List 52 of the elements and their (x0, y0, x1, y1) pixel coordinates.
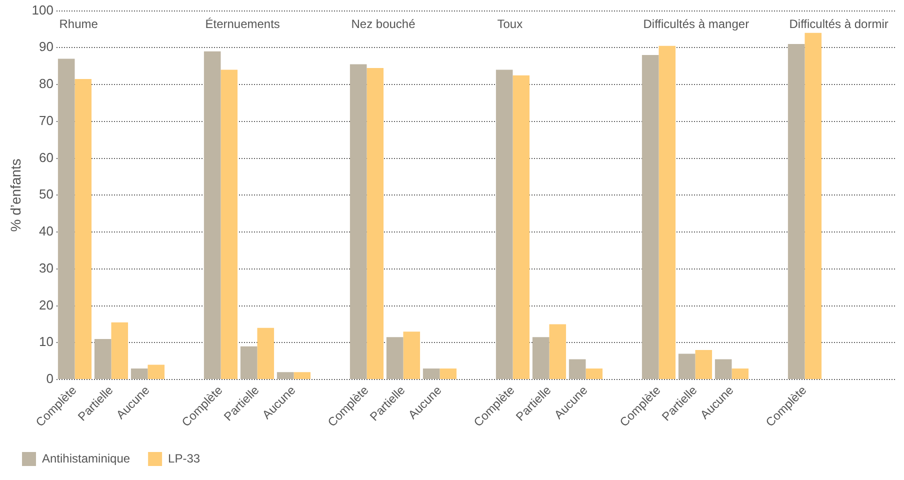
bar (350, 64, 367, 380)
bar (788, 44, 805, 380)
bar (714, 359, 732, 380)
y-tick-label: 50 (39, 186, 54, 202)
bar (512, 75, 530, 380)
annotation: Difficultés à manger (643, 17, 750, 32)
y-tick-label: 100 (32, 2, 54, 18)
bar (58, 58, 75, 380)
y-tick-label: 10 (39, 334, 54, 350)
bar (568, 359, 586, 380)
bar (695, 350, 712, 380)
bar (240, 346, 258, 380)
bar (440, 368, 457, 380)
y-axis-title: % d’enfants (7, 158, 24, 232)
y-tick-label: 80 (39, 76, 54, 92)
annotation: Toux (497, 17, 523, 32)
legend-label: Antihistaminique (42, 451, 130, 466)
bar (658, 46, 676, 380)
bar (94, 338, 112, 380)
y-tick-label: 20 (39, 297, 54, 312)
y-tick-label: 0 (46, 371, 54, 386)
y-tick-label: 70 (39, 112, 54, 128)
annotation: Rhume (59, 17, 98, 32)
annotation: Nez bouché (351, 17, 416, 32)
y-tick-label: 60 (39, 150, 54, 165)
bar (366, 68, 384, 380)
bar (130, 368, 148, 380)
annotation: Difficultés à dormir (789, 17, 888, 32)
bar (111, 322, 128, 380)
bar (204, 51, 221, 380)
bar (422, 368, 440, 380)
y-tick-label: 30 (39, 260, 54, 276)
bar (294, 372, 311, 380)
bar (532, 337, 550, 380)
y-tick-label: 90 (39, 39, 54, 54)
bar (549, 324, 566, 380)
bar (276, 372, 294, 380)
bar (586, 368, 603, 380)
bar (403, 332, 420, 380)
bar (678, 354, 696, 380)
bar (496, 70, 513, 380)
bar (804, 32, 822, 380)
y-tick-label: 40 (39, 224, 54, 239)
bar (74, 79, 92, 380)
bar (386, 337, 404, 380)
bar (732, 368, 749, 380)
bar (257, 328, 274, 380)
bar (148, 364, 165, 380)
bar (642, 55, 659, 380)
annotation: Éternuements (205, 17, 280, 32)
legend-label: LP-33 (168, 451, 200, 466)
bar (220, 70, 238, 380)
